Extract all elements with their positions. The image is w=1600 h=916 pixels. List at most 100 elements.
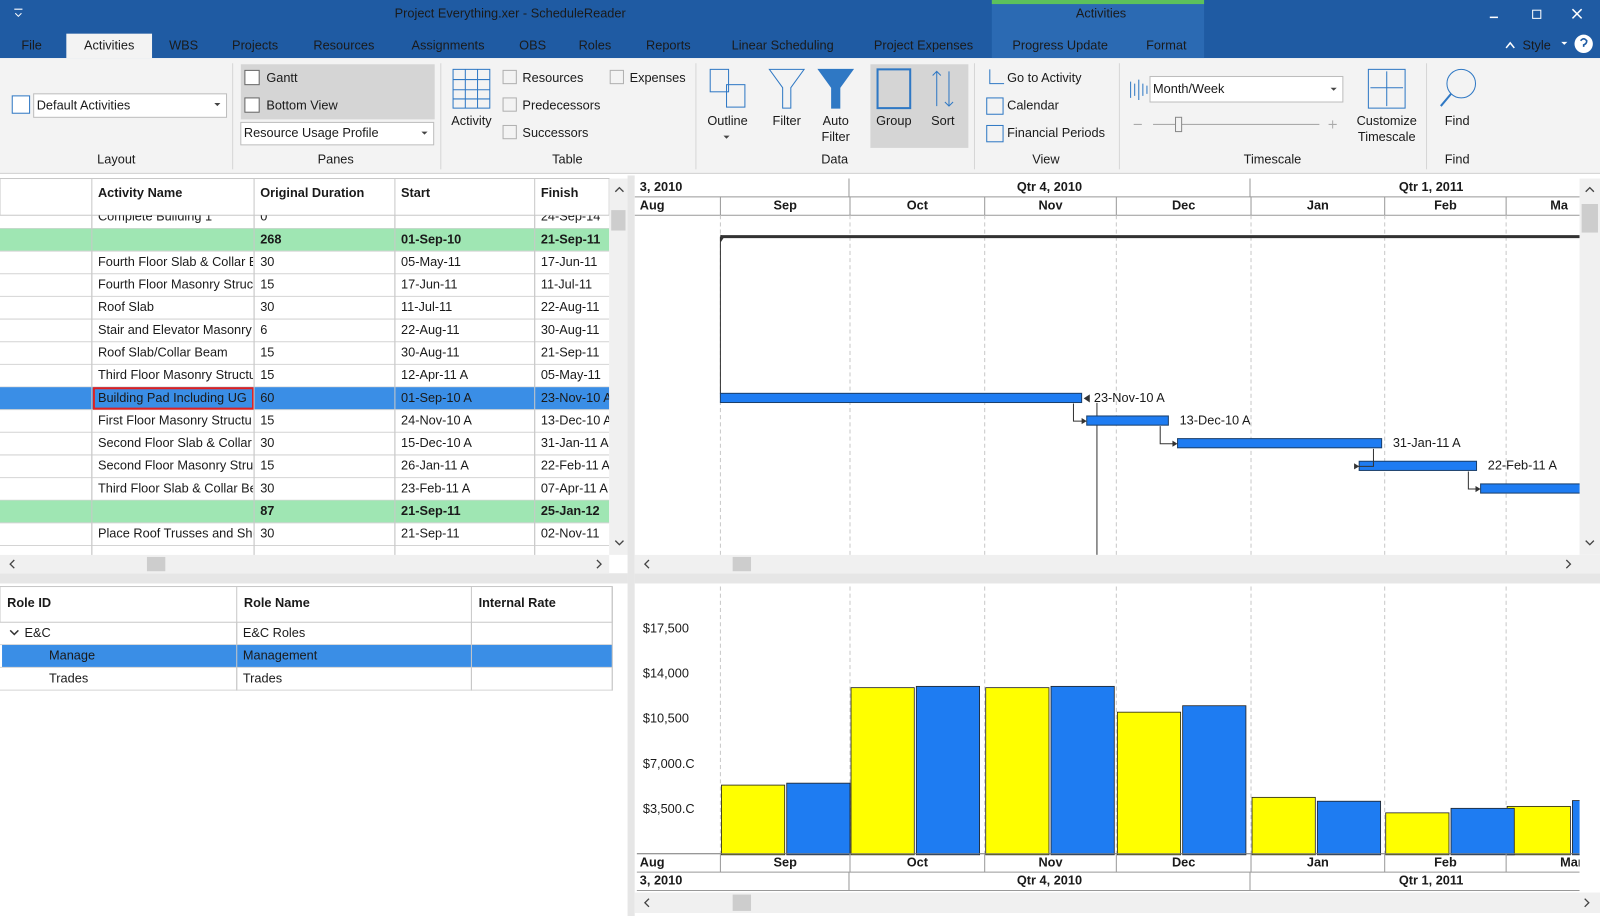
cell-duration[interactable]: 30 bbox=[260, 480, 274, 495]
cell-duration[interactable]: 60 bbox=[260, 390, 274, 405]
cell-name[interactable]: Roof Slab/Collar Beam bbox=[98, 345, 228, 360]
cell-name[interactable]: Second Floor Slab & Collar bbox=[98, 435, 253, 450]
cell-start[interactable]: 23-Feb-11 A bbox=[401, 480, 471, 495]
v-scrollbar[interactable] bbox=[609, 179, 627, 555]
cell-finish[interactable]: 07-Apr-11 A bbox=[541, 480, 609, 495]
timescale-unit[interactable]: Month/Week bbox=[1153, 81, 1225, 96]
customize-timescale[interactable]: Timescale bbox=[1358, 129, 1416, 144]
calendar-button[interactable]: Calendar bbox=[1007, 97, 1060, 112]
role-id[interactable]: Manage bbox=[49, 648, 95, 663]
cell-duration[interactable]: 30 bbox=[260, 435, 274, 450]
find-button[interactable]: Find bbox=[1445, 113, 1470, 128]
gantt-bar[interactable] bbox=[1087, 416, 1169, 425]
help[interactable] bbox=[1574, 35, 1592, 53]
gantt-bar[interactable] bbox=[720, 393, 1081, 402]
ribbon-tab[interactable]: Reports bbox=[646, 37, 691, 52]
cell-start[interactable]: 17-Jun-11 bbox=[401, 277, 457, 292]
cell-duration[interactable]: 87 bbox=[260, 503, 274, 518]
ribbon-tab[interactable]: OBS bbox=[519, 37, 546, 52]
cell-start[interactable]: 05-May-11 bbox=[401, 254, 461, 269]
cell-start[interactable]: 21-Sep-11 bbox=[401, 503, 461, 518]
cell-finish[interactable]: 22-Aug-11 bbox=[541, 299, 600, 314]
scroll-thumb[interactable] bbox=[147, 557, 165, 571]
cell-start[interactable]: 12-Apr-11 A bbox=[401, 367, 469, 382]
cell-name[interactable]: Second Floor Masonry Struc bbox=[98, 458, 260, 473]
cell-finish[interactable]: 21-Sep-11 bbox=[541, 345, 600, 360]
cell-name[interactable]: Fourth Floor Masonry Struc bbox=[98, 277, 254, 292]
cell-start[interactable]: 01-Sep-10 bbox=[401, 231, 461, 246]
cell-duration[interactable]: 30 bbox=[260, 254, 274, 269]
cell-finish[interactable]: 17-Jun-11 bbox=[541, 254, 597, 269]
cell-name[interactable]: Fourth Floor Slab & Collar E bbox=[98, 254, 257, 269]
slider-thumb[interactable] bbox=[1176, 117, 1182, 131]
cell-name[interactable]: Building Pad Including UG bbox=[98, 390, 247, 405]
auto-filter-button[interactable]: Filter bbox=[822, 129, 851, 144]
table-activity[interactable]: Activity bbox=[451, 113, 492, 128]
cell-finish[interactable]: 21-Sep-11 bbox=[541, 231, 601, 246]
ribbon-tab[interactable]: Projects bbox=[232, 37, 278, 52]
cell-start[interactable]: 30-Aug-11 bbox=[401, 345, 460, 360]
cell-duration[interactable]: 15 bbox=[260, 345, 274, 360]
ribbon-tab[interactable]: Activities bbox=[84, 37, 134, 52]
ribbon-tab[interactable]: Progress Update bbox=[1012, 37, 1108, 52]
outline-button[interactable]: Outline bbox=[707, 113, 747, 128]
scroll-thumb[interactable] bbox=[733, 895, 751, 911]
ribbon-tab[interactable]: Format bbox=[1146, 37, 1187, 52]
role-id[interactable]: Trades bbox=[49, 670, 88, 685]
role-name[interactable]: E&C Roles bbox=[243, 625, 305, 640]
cell-start[interactable]: 22-Aug-11 bbox=[401, 322, 460, 337]
customize-timescale[interactable]: Customize bbox=[1357, 113, 1417, 128]
table-predecessors[interactable]: Predecessors bbox=[522, 97, 600, 112]
ribbon-tab[interactable]: Project Expenses bbox=[874, 37, 973, 52]
panes-profile[interactable]: Resource Usage Profile bbox=[244, 125, 379, 140]
table-successors[interactable]: Successors bbox=[522, 125, 588, 140]
cell-duration[interactable]: 268 bbox=[260, 231, 281, 246]
cell-start[interactable]: 26-Jan-11 A bbox=[401, 458, 469, 473]
ribbon-tab[interactable]: Linear Scheduling bbox=[732, 37, 834, 52]
cell-duration[interactable]: 30 bbox=[260, 526, 274, 541]
v-scrollbar[interactable] bbox=[1580, 179, 1600, 555]
h-scrollbar[interactable] bbox=[0, 555, 609, 573]
cell-finish[interactable]: 31-Jan-11 A bbox=[541, 435, 609, 450]
table-expenses[interactable]: Expenses bbox=[630, 70, 686, 85]
cell-finish[interactable]: 30-Aug-11 bbox=[541, 322, 600, 337]
sort-button[interactable]: Sort bbox=[931, 113, 955, 128]
cell-finish[interactable]: 02-Nov-11 bbox=[541, 526, 600, 541]
cell-finish[interactable]: 22-Feb-11 A bbox=[541, 458, 611, 473]
table-resources[interactable]: Resources bbox=[522, 70, 583, 85]
cell-duration[interactable]: 15 bbox=[260, 277, 274, 292]
role-name[interactable]: Management bbox=[243, 648, 318, 663]
scroll-thumb[interactable] bbox=[733, 557, 751, 571]
cell-duration[interactable]: 15 bbox=[260, 458, 274, 473]
cell-name[interactable]: Stair and Elevator Masonry bbox=[98, 322, 252, 337]
ribbon-tab[interactable]: File bbox=[21, 37, 42, 52]
ribbon-tab[interactable]: Resources bbox=[313, 37, 374, 52]
cell-duration[interactable]: 30 bbox=[260, 299, 274, 314]
go-to-activity[interactable]: Go to Activity bbox=[1007, 70, 1082, 85]
cell-start[interactable]: 24-Nov-10 A bbox=[401, 412, 472, 427]
style-menu[interactable]: Style bbox=[1522, 37, 1550, 52]
role-name[interactable]: Trades bbox=[243, 670, 282, 685]
cell-name[interactable]: Roof Slab bbox=[98, 299, 154, 314]
cell-start[interactable]: 01-Sep-10 A bbox=[401, 390, 472, 405]
gantt-bar[interactable] bbox=[1481, 484, 1592, 493]
cell-start[interactable]: 11-Jul-11 bbox=[401, 299, 452, 314]
cell-duration[interactable]: 15 bbox=[260, 367, 274, 382]
cell-finish[interactable]: 05-May-11 bbox=[541, 367, 601, 382]
auto-filter-button[interactable]: Auto bbox=[823, 113, 849, 128]
filter-button[interactable]: Filter bbox=[773, 113, 802, 128]
financial-periods[interactable]: Financial Periods bbox=[1007, 125, 1105, 140]
ribbon-tab[interactable]: Assignments bbox=[411, 37, 484, 52]
panes-gantt[interactable]: Gantt bbox=[266, 70, 298, 85]
ribbon-tab[interactable]: Roles bbox=[579, 37, 612, 52]
cell-finish[interactable]: 25-Jan-12 bbox=[541, 503, 600, 518]
cell-start[interactable]: 21-Sep-11 bbox=[401, 526, 460, 541]
gantt-bar[interactable] bbox=[1359, 461, 1476, 470]
cell-finish[interactable]: 11-Jul-11 bbox=[541, 277, 592, 292]
scroll-thumb[interactable] bbox=[611, 210, 625, 230]
cell-duration[interactable]: 15 bbox=[260, 412, 274, 427]
cell-start[interactable]: 15-Dec-10 A bbox=[401, 435, 472, 450]
cell-name[interactable]: Third Floor Slab & Collar Be bbox=[98, 480, 257, 495]
gantt-bar[interactable] bbox=[1178, 439, 1382, 448]
layout-view[interactable]: Default Activities bbox=[37, 97, 131, 112]
